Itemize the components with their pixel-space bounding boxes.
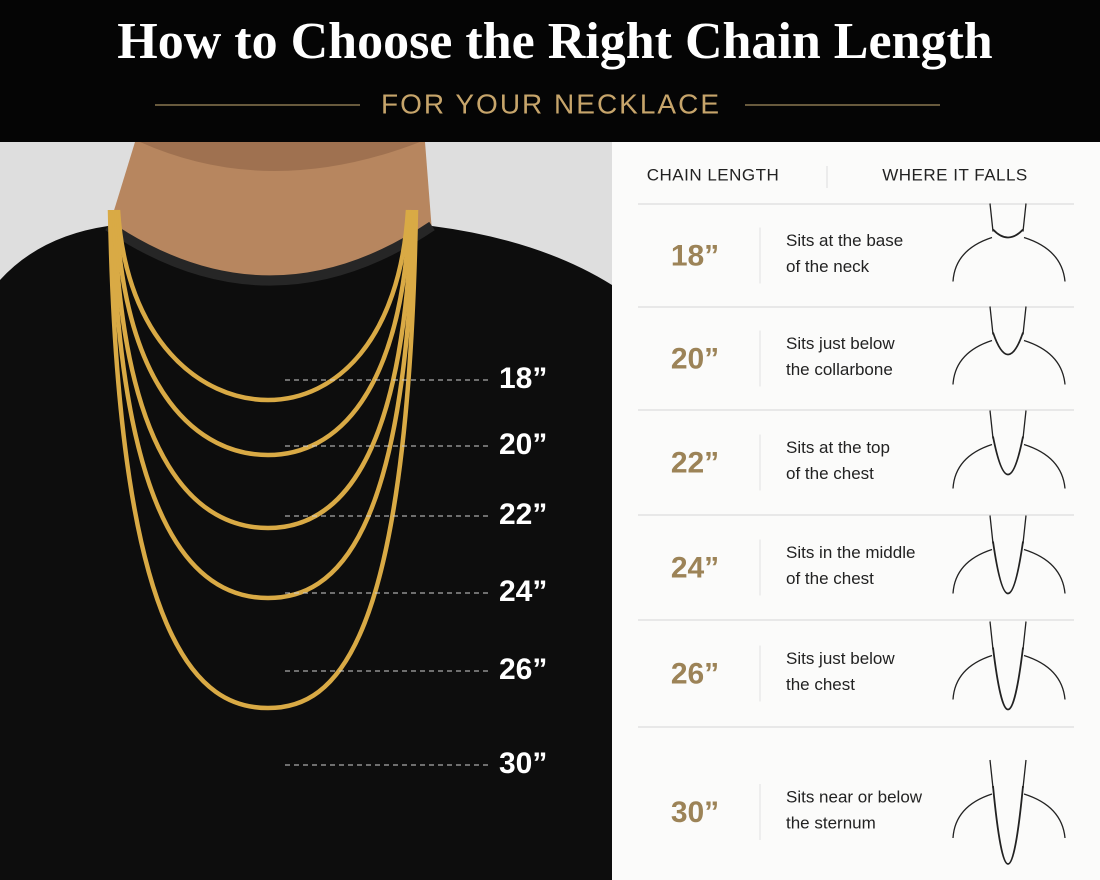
length-label: 20” (499, 428, 547, 461)
chain (111, 209, 415, 531)
t-shirt (0, 226, 612, 880)
row-length: 20” (671, 342, 719, 375)
row-description: Sits at the top (786, 438, 890, 457)
row-description: of the neck (786, 257, 870, 276)
chain (107, 209, 419, 711)
row-description: the chest (786, 675, 855, 694)
shoulder-sketch (952, 793, 1066, 839)
length-label: 30” (499, 747, 547, 780)
photo (0, 142, 612, 880)
collar (105, 221, 435, 286)
shoulder-sketch (952, 654, 1066, 700)
shoulder-sketch (952, 548, 1066, 594)
shoulder-sketch (952, 236, 1066, 282)
necklace-sketch (992, 647, 1024, 711)
neck-sketch (989, 410, 1027, 439)
neck-sketch (989, 515, 1027, 544)
row-description: Sits near or below (786, 787, 923, 806)
necklace-sketch (992, 541, 1024, 595)
column-header: WHERE IT FALLS (882, 165, 1028, 184)
title: How to Choose the Right Chain Length (117, 13, 992, 70)
jaw-shadow (140, 142, 420, 171)
neck-skin (108, 142, 432, 284)
row-description: of the chest (786, 569, 874, 588)
subtitle: FOR YOUR NECKLACE (381, 88, 721, 119)
neck-sketch (989, 203, 1027, 232)
neck-sketch (989, 306, 1027, 335)
chains (107, 209, 419, 711)
necklace-sketch (992, 436, 1024, 476)
shoulder-sketch (952, 443, 1066, 489)
necklace-sketch (992, 332, 1024, 356)
chain (115, 209, 411, 403)
row-description: Sits just below (786, 649, 895, 668)
neck-sketch (989, 621, 1027, 650)
header-band (0, 0, 1100, 142)
row-description: of the chest (786, 464, 874, 483)
length-label: 22” (499, 498, 547, 531)
chain (109, 209, 417, 601)
row-description: the collarbone (786, 360, 893, 379)
neck-sketch (989, 759, 1027, 789)
length-label: 26” (499, 653, 547, 686)
necklace-sketch (992, 228, 1024, 239)
row-description: Sits just below (786, 334, 895, 353)
row-length: 24” (671, 551, 719, 584)
row-length: 18” (671, 239, 719, 272)
row-description: Sits in the middle (786, 543, 915, 562)
chain (113, 209, 413, 458)
table-panel (612, 142, 1100, 880)
row-description: Sits at the base (786, 231, 903, 250)
length-label: 24” (499, 575, 547, 608)
row-length: 26” (671, 657, 719, 690)
shoulder-sketch (952, 339, 1066, 385)
row-length: 22” (671, 446, 719, 479)
row-description: the sternum (786, 813, 876, 832)
column-header: CHAIN LENGTH (647, 165, 780, 184)
necklace-sketch (992, 785, 1024, 865)
row-length: 30” (671, 796, 719, 829)
length-label: 18” (499, 362, 547, 395)
